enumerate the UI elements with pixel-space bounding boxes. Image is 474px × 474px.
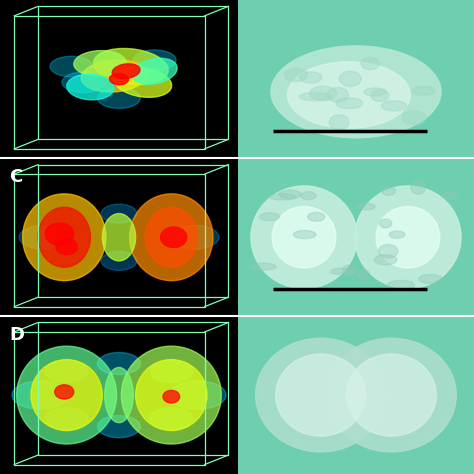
Ellipse shape xyxy=(67,74,114,100)
Ellipse shape xyxy=(376,207,440,268)
Ellipse shape xyxy=(74,51,126,76)
Ellipse shape xyxy=(371,90,389,101)
Ellipse shape xyxy=(382,100,407,111)
Ellipse shape xyxy=(50,56,93,77)
Ellipse shape xyxy=(310,86,337,100)
Ellipse shape xyxy=(98,416,140,438)
Ellipse shape xyxy=(419,274,442,283)
Ellipse shape xyxy=(105,367,133,423)
Ellipse shape xyxy=(374,255,397,265)
Ellipse shape xyxy=(145,207,198,267)
Ellipse shape xyxy=(249,263,276,270)
Ellipse shape xyxy=(161,227,187,247)
Ellipse shape xyxy=(109,73,128,85)
Ellipse shape xyxy=(411,180,426,194)
Ellipse shape xyxy=(31,360,102,430)
Ellipse shape xyxy=(271,46,441,138)
Ellipse shape xyxy=(38,207,91,267)
Ellipse shape xyxy=(342,265,356,275)
Ellipse shape xyxy=(169,381,226,409)
Ellipse shape xyxy=(330,268,355,275)
Ellipse shape xyxy=(379,245,398,258)
Ellipse shape xyxy=(62,72,105,92)
Ellipse shape xyxy=(112,64,140,79)
Ellipse shape xyxy=(288,62,410,128)
Ellipse shape xyxy=(45,408,88,430)
Ellipse shape xyxy=(260,213,280,221)
Ellipse shape xyxy=(276,354,365,436)
Ellipse shape xyxy=(101,204,137,223)
Ellipse shape xyxy=(328,88,348,102)
Ellipse shape xyxy=(55,385,74,399)
Ellipse shape xyxy=(355,186,461,289)
Ellipse shape xyxy=(101,251,137,270)
Ellipse shape xyxy=(300,72,322,83)
Ellipse shape xyxy=(45,360,88,383)
Ellipse shape xyxy=(346,354,436,436)
Ellipse shape xyxy=(114,67,172,97)
Ellipse shape xyxy=(171,226,219,249)
Ellipse shape xyxy=(269,194,296,200)
Ellipse shape xyxy=(293,230,316,238)
Ellipse shape xyxy=(356,203,375,210)
Ellipse shape xyxy=(301,191,316,200)
Ellipse shape xyxy=(102,214,136,261)
Ellipse shape xyxy=(93,48,168,84)
Ellipse shape xyxy=(23,194,106,281)
Ellipse shape xyxy=(150,408,193,430)
Ellipse shape xyxy=(361,57,380,70)
Ellipse shape xyxy=(98,88,140,109)
Ellipse shape xyxy=(150,360,193,383)
Ellipse shape xyxy=(380,219,392,228)
Ellipse shape xyxy=(163,391,180,403)
Ellipse shape xyxy=(382,187,396,195)
Ellipse shape xyxy=(251,186,357,289)
Text: C: C xyxy=(9,168,23,186)
Ellipse shape xyxy=(336,98,363,109)
Ellipse shape xyxy=(412,87,436,95)
Ellipse shape xyxy=(357,269,370,280)
Ellipse shape xyxy=(272,207,336,268)
Ellipse shape xyxy=(121,346,221,444)
Ellipse shape xyxy=(255,338,385,452)
Ellipse shape xyxy=(98,353,140,374)
Ellipse shape xyxy=(132,58,177,84)
Ellipse shape xyxy=(364,88,386,96)
Ellipse shape xyxy=(300,92,331,100)
Ellipse shape xyxy=(329,115,349,130)
Ellipse shape xyxy=(56,239,77,255)
Ellipse shape xyxy=(12,381,69,409)
Ellipse shape xyxy=(45,223,74,245)
Ellipse shape xyxy=(133,50,176,71)
Ellipse shape xyxy=(387,280,414,291)
Ellipse shape xyxy=(81,60,147,92)
Ellipse shape xyxy=(339,71,361,86)
Ellipse shape xyxy=(285,68,307,82)
Ellipse shape xyxy=(389,231,405,238)
Ellipse shape xyxy=(442,192,457,199)
Ellipse shape xyxy=(19,226,67,249)
Ellipse shape xyxy=(327,338,456,452)
Ellipse shape xyxy=(136,360,207,430)
Ellipse shape xyxy=(279,190,301,199)
Ellipse shape xyxy=(308,212,325,221)
Ellipse shape xyxy=(17,346,117,444)
Ellipse shape xyxy=(130,194,213,281)
Text: D: D xyxy=(9,326,25,344)
Ellipse shape xyxy=(402,111,426,125)
